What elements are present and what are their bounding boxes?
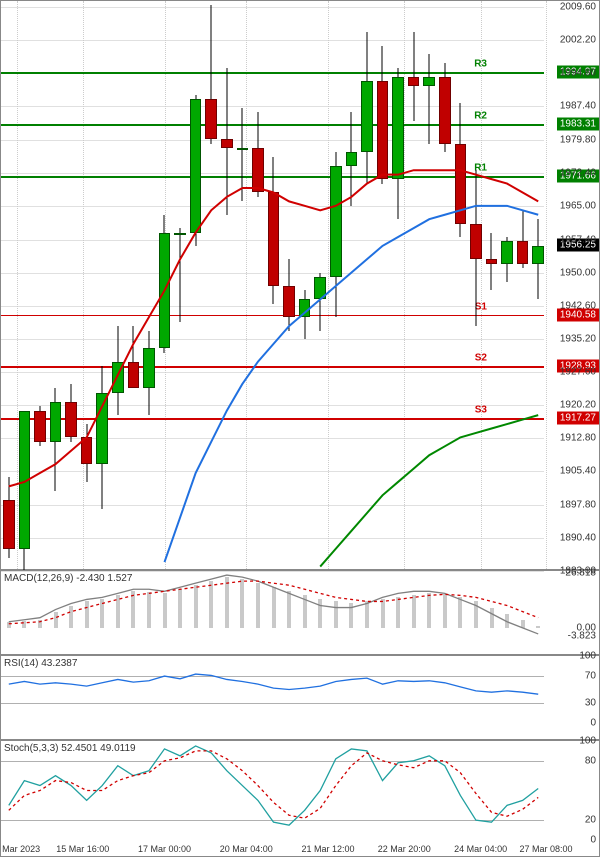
y-tick-label: 20 bbox=[585, 815, 596, 826]
macd-indicator-panel: MACD(12,26,9) -2.430 1.527 -3.8230.0026.… bbox=[0, 570, 600, 655]
x-tick-label: 21 Mar 12:00 bbox=[301, 844, 354, 854]
y-tick-label: 100 bbox=[579, 736, 596, 747]
x-tick-label: 4 Mar 2023 bbox=[0, 844, 40, 854]
macd-label: MACD(12,26,9) -2.430 1.527 bbox=[4, 573, 132, 584]
x-tick-label: 24 Mar 04:00 bbox=[454, 844, 507, 854]
macd-y-axis: -3.8230.0026.818 bbox=[544, 571, 599, 654]
rsi-label: RSI(14) 43.2387 bbox=[4, 658, 77, 669]
x-tick-label: 15 Mar 16:00 bbox=[56, 844, 109, 854]
y-tick-label: 0.00 bbox=[577, 622, 596, 633]
y-tick-label: 1957.40 bbox=[560, 234, 596, 245]
main-plot-area[interactable]: R31994.97R21983.31R11971.66S11940.58S219… bbox=[1, 1, 544, 569]
y-tick-label: 100 bbox=[579, 651, 596, 662]
y-tick-label: 1987.40 bbox=[560, 101, 596, 112]
stoch-d-line bbox=[1, 741, 544, 838]
y-tick-label: 1912.80 bbox=[560, 433, 596, 444]
y-tick-label: 1994.80 bbox=[560, 68, 596, 79]
y-tick-label: 0 bbox=[590, 835, 596, 846]
y-tick-label: 1979.80 bbox=[560, 134, 596, 145]
y-tick-label: 1965.00 bbox=[560, 200, 596, 211]
y-tick-label: 0 bbox=[590, 718, 596, 729]
rsi-plot-area[interactable] bbox=[1, 656, 544, 721]
x-tick-label: 27 Mar 08:00 bbox=[519, 844, 572, 854]
rsi-line bbox=[1, 656, 544, 721]
y-tick-label: 1897.80 bbox=[560, 500, 596, 511]
rsi-y-axis: 03070100 bbox=[544, 656, 599, 739]
x-tick-label: 22 Mar 20:00 bbox=[378, 844, 431, 854]
y-tick-label: 1890.40 bbox=[560, 533, 596, 544]
y-tick-label: 2009.60 bbox=[560, 2, 596, 13]
main-price-chart: R31994.97R21983.31R11971.66S11940.58S219… bbox=[0, 0, 600, 570]
y-tick-label: 1972.40 bbox=[560, 167, 596, 178]
x-axis: 4 Mar 2023 15 Mar 16:00 17 Mar 00:00 20 Mar… bbox=[1, 838, 544, 856]
y-tick-label: 1920.20 bbox=[560, 400, 596, 411]
stoch-label: Stoch(5,3,3) 52.4501 49.0119 bbox=[4, 743, 136, 754]
y-tick-label: 70 bbox=[585, 671, 596, 682]
y-tick-label: 1905.40 bbox=[560, 466, 596, 477]
y-tick-label: 1942.60 bbox=[560, 300, 596, 311]
y-tick-label: 2002.20 bbox=[560, 35, 596, 46]
y-tick-label: 1935.20 bbox=[560, 333, 596, 344]
main-y-axis: 1883.001890.401897.801905.401912.801920.… bbox=[544, 1, 599, 569]
rsi-indicator-panel: RSI(14) 43.2387 03070100 bbox=[0, 655, 600, 740]
x-tick-label: 17 Mar 00:00 bbox=[138, 844, 191, 854]
stochastic-indicator-panel: Stoch(5,3,3) 52.4501 49.0119 02080100 4 … bbox=[0, 740, 600, 857]
y-tick-label: 1950.00 bbox=[560, 267, 596, 278]
ma-green-line bbox=[1, 1, 544, 569]
stoch-y-axis: 02080100 bbox=[544, 741, 599, 856]
y-tick-label: 80 bbox=[585, 755, 596, 766]
x-tick-label: 20 Mar 04:00 bbox=[220, 844, 273, 854]
stoch-plot-area[interactable] bbox=[1, 741, 544, 838]
y-tick-label: 30 bbox=[585, 697, 596, 708]
y-tick-label: 1927.60 bbox=[560, 367, 596, 378]
y-tick-label: 26.818 bbox=[565, 568, 596, 579]
